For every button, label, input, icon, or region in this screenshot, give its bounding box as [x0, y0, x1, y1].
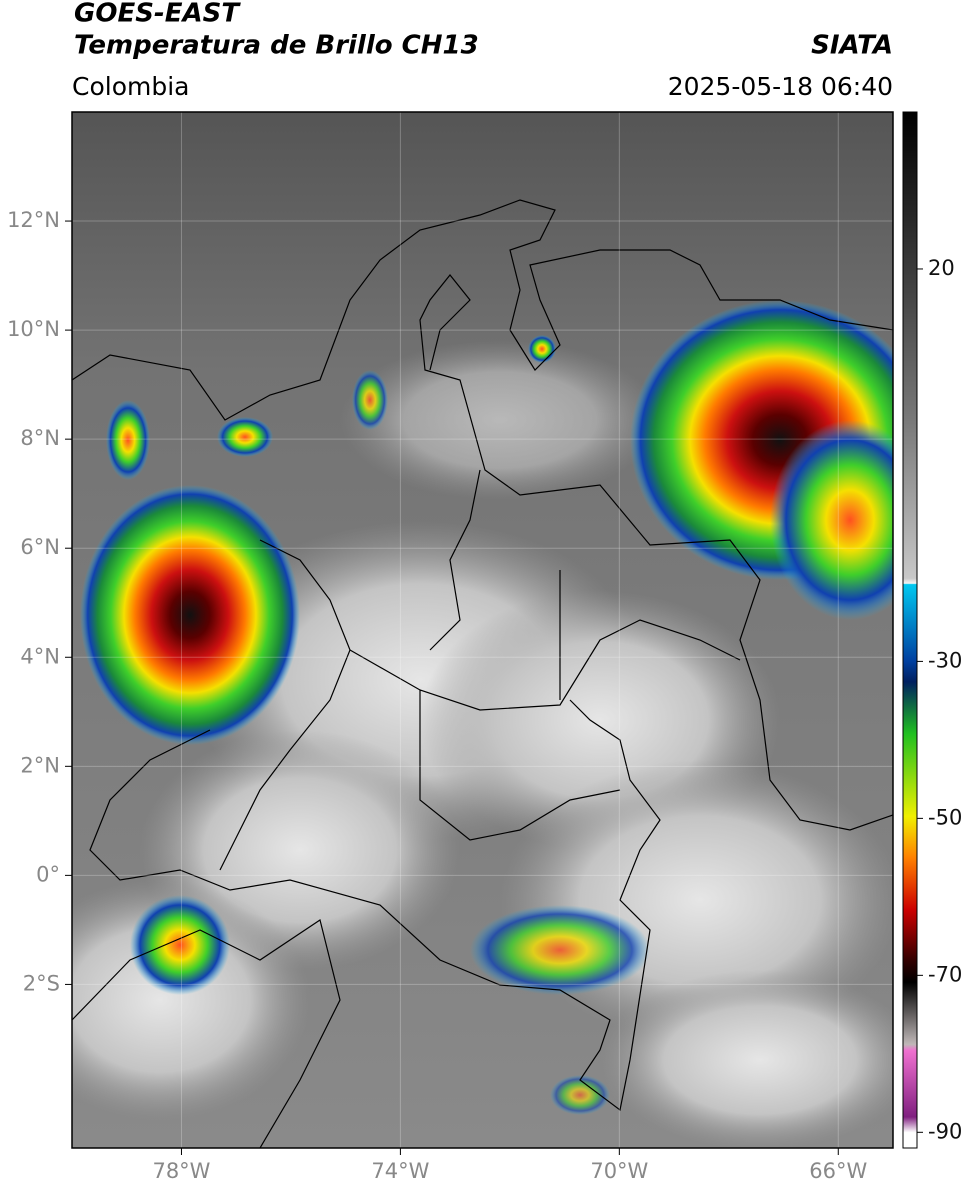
colorbar-tick-label: -90 [928, 1119, 962, 1143]
y-tick-label: 8°N [20, 426, 60, 450]
y-tick-label: 6°N [20, 535, 60, 559]
satellite: GOES-EAST [74, 0, 241, 29]
y-tick-label: 12°N [7, 208, 60, 232]
y-tick-label: 2°N [20, 753, 60, 777]
x-tick-label: 66°W [809, 1159, 867, 1183]
grid [72, 112, 893, 1148]
x-tick-label: 78°W [152, 1159, 210, 1183]
colorbar-tick-label: 20 [928, 256, 955, 280]
source: SIATA [811, 31, 893, 61]
colorbar [902, 111, 918, 1149]
x-tick-label: 70°W [590, 1159, 648, 1183]
timestamp: 2025-05-18 06:40 [668, 72, 893, 101]
y-tick-label: 2°S [23, 971, 60, 995]
colorbar-tick-label: -70 [928, 962, 962, 986]
y-tick-label: 0° [36, 862, 60, 886]
colorbar-tick-label: -30 [928, 648, 962, 672]
y-tick-label: 10°N [7, 317, 60, 341]
y-tick-label: 4°N [20, 644, 60, 668]
region: Colombia [72, 72, 189, 101]
map-frame [71, 111, 894, 1149]
x-tick-label: 74°W [371, 1159, 429, 1183]
colorbar-tick-label: -50 [928, 805, 962, 829]
product: Temperatura de Brillo CH13 [74, 31, 479, 61]
satellite-image [72, 112, 893, 1148]
